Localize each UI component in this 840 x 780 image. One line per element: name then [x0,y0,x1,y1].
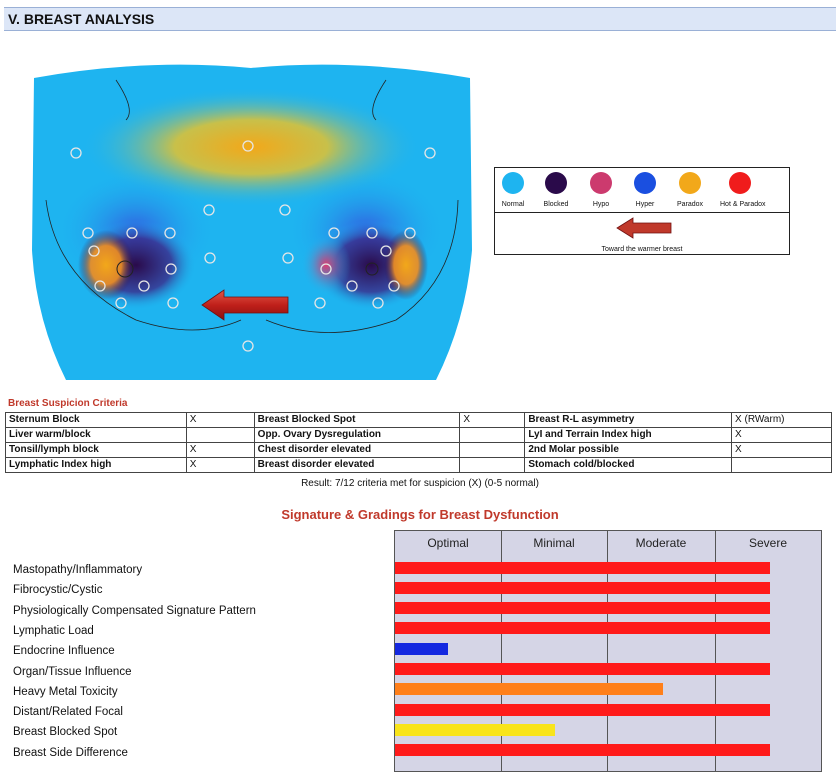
criteria-label: LyI and Terrain Index high [524,427,733,443]
grading-label: Distant/Related Focal [13,706,123,719]
legend-item-hypo: Hypo [581,172,621,208]
legend-dot-blocked [545,172,567,194]
legend-label-blocked: Blocked [543,201,569,208]
grading-column-optimal: Optimal [427,536,469,550]
grading-grid: Optimal Minimal Moderate Severe [394,530,822,772]
table-row: Liver warm/block Opp. Ovary Dysregulatio… [5,427,832,443]
grid-divider [607,531,608,771]
legend-label-hot-paradox: Hot & Paradox [720,201,766,208]
criteria-label: Liver warm/block [5,427,187,443]
signature-title: Signature & Gradings for Breast Dysfunct… [281,507,559,522]
legend-dot-paradox [679,172,701,194]
grading-bar [395,561,770,574]
legend-dot-hot-paradox [729,172,751,194]
legend-dot-hyper [634,172,656,194]
criteria-label: 2nd Molar possible [524,442,733,458]
table-row: Sternum Block X Breast Blocked Spot X Br… [5,412,832,428]
section-header: V. BREAST ANALYSIS [4,7,836,31]
legend-label-hyper: Hyper [635,201,655,208]
criteria-mark [185,427,255,443]
warmer-breast-arrow-icon [616,217,672,239]
criteria-mark: X [185,412,255,428]
grading-column-severe: Severe [748,536,788,550]
criteria-mark [459,442,526,458]
grading-bar [395,703,770,716]
grading-label: Breast Side Difference [13,746,128,759]
legend-dot-normal [502,172,524,194]
criteria-mark: X [731,442,832,458]
legend-label-paradox: Paradox [676,201,704,208]
criteria-label: Chest disorder elevated [253,442,461,458]
criteria-label: Breast R-L asymmetry [524,412,733,428]
heatmap-legend: Normal Blocked Hypo Hyper Paradox Hot & … [494,167,790,255]
grading-label: Organ/Tissue Influence [13,665,132,678]
table-row: Tonsil/lymph block X Chest disorder elev… [5,442,832,458]
grading-label: Physiologically Compensated Signature Pa… [13,604,256,617]
criteria-mark: X [185,457,255,473]
legend-item-blocked: Blocked [536,172,576,208]
criteria-result: Result: 7/12 criteria met for suspicion … [301,478,539,489]
grading-label: Endocrine Influence [13,645,115,658]
criteria-label: Opp. Ovary Dysregulation [253,427,461,443]
grading-label: Breast Blocked Spot [13,726,118,739]
criteria-mark: X [731,427,832,443]
grading-bar [395,642,449,655]
criteria-table: Sternum Block X Breast Blocked Spot X Br… [5,412,832,473]
criteria-label: Tonsil/lymph block [5,442,187,458]
criteria-mark [731,457,832,473]
criteria-label: Lymphatic Index high [5,457,187,473]
legend-label-normal: Normal [501,201,525,208]
criteria-label: Sternum Block [5,412,187,428]
criteria-mark: X [459,412,526,428]
grading-label: Mastopathy/Inflammatory [13,564,143,576]
grading-bar [395,622,770,635]
grading-bar [395,581,770,594]
legend-swatches: Normal Blocked Hypo Hyper Paradox Hot & … [495,168,789,213]
grid-divider [501,531,502,771]
criteria-mark [459,457,526,473]
legend-dot-hypo [590,172,612,194]
legend-item-hot-paradox: Hot & Paradox [720,172,766,208]
grading-bar [395,602,770,615]
criteria-mark: X [185,442,255,458]
criteria-label: Breast Blocked Spot [253,412,461,428]
grading-bar [395,744,770,757]
legend-item-paradox: Paradox [670,172,710,208]
grading-bar [395,723,555,736]
criteria-label: Stomach cold/blocked [524,457,733,473]
grading-label: Lymphatic Load [13,624,94,637]
criteria-mark: X (RWarm) [731,412,832,428]
criteria-label: Breast disorder elevated [253,457,461,473]
breast-thermal-heatmap [32,64,472,380]
grading-column-moderate: Moderate [635,536,687,550]
grading-label: Fibrocystic/Cystic [13,584,103,597]
criteria-title: Breast Suspicion Criteria [8,398,128,409]
legend-item-normal: Normal [493,172,533,208]
grading-bar [395,663,770,675]
table-row: Lymphatic Index high X Breast disorder e… [5,457,832,473]
grading-bar [395,683,664,696]
grid-divider [715,531,716,771]
criteria-mark [459,427,526,443]
grading-label: Heavy Metal Toxicity [13,685,118,698]
section-title: V. BREAST ANALYSIS [8,11,155,27]
grading-header: Optimal Minimal Moderate Severe [395,531,821,555]
legend-arrow-caption: Toward the warmer breast [601,246,683,253]
legend-item-hyper: Hyper [625,172,665,208]
grading-column-minimal: Minimal [533,536,575,550]
legend-label-hypo: Hypo [592,201,610,208]
